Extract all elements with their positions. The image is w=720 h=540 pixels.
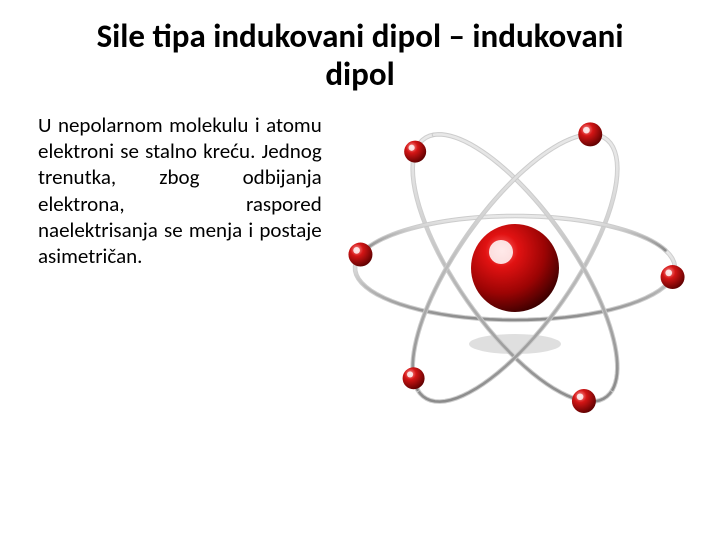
- atom-svg: [330, 108, 690, 428]
- content-row: U nepolarnom molekulu i atomu elektroni …: [38, 112, 682, 428]
- atom-diagram: [330, 108, 682, 428]
- body-paragraph: U nepolarnom molekulu i atomu elektroni …: [38, 112, 322, 270]
- slide-title: Sile tipa indukovani dipol – indukovani …: [60, 18, 660, 94]
- slide: Sile tipa indukovani dipol – indukovani …: [0, 0, 720, 540]
